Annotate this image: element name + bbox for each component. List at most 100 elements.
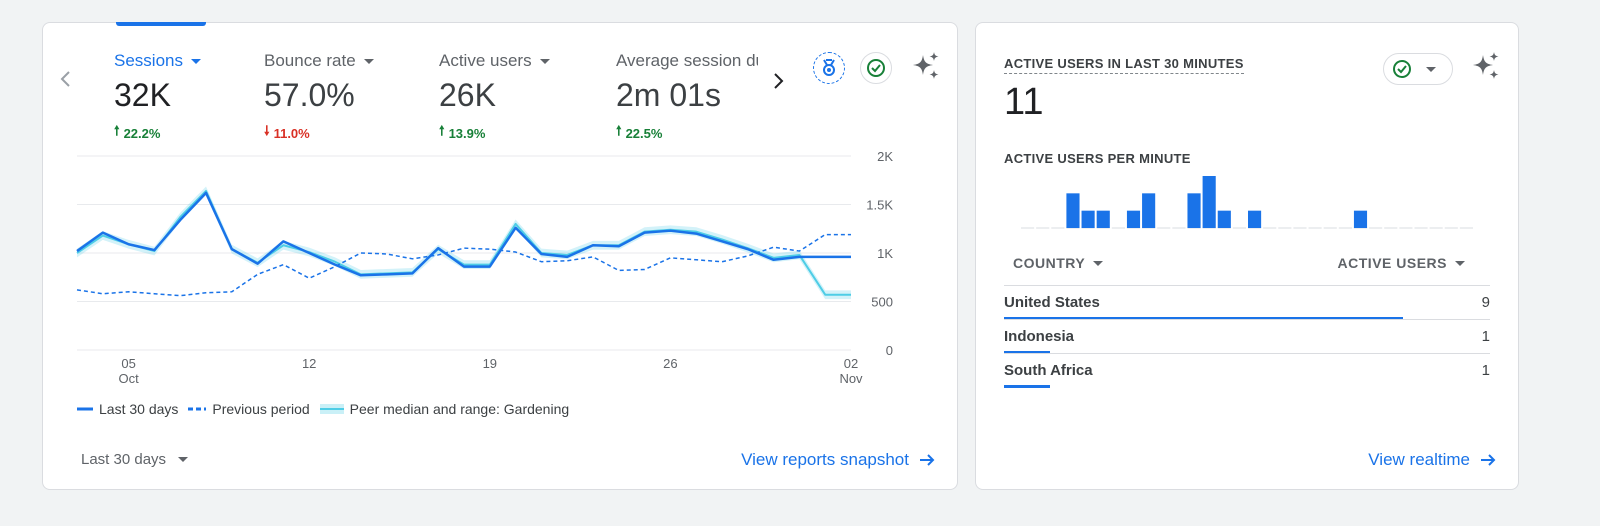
realtime-card: ACTIVE USERS IN LAST 30 MINUTES 11 ACTIV… (975, 22, 1519, 490)
country-name: Indonesia (1004, 328, 1075, 345)
metric-bounce-rate[interactable]: Bounce rate 57.0% 🠗 11.0% (264, 51, 374, 144)
y-tick-label: 1.5K (866, 198, 893, 213)
date-range-dropdown[interactable]: Last 30 days (81, 451, 189, 468)
chart-grid (77, 155, 851, 351)
chevron-right-icon (774, 73, 784, 89)
view-reports-snapshot-link[interactable]: View reports snapshot (741, 450, 935, 470)
ribbon-badge-icon (823, 59, 835, 76)
sparkle-icon[interactable] (1472, 52, 1500, 80)
check-circle-icon (867, 59, 885, 77)
realtime-status-dropdown[interactable] (1383, 53, 1453, 85)
active-users-column-header[interactable]: ACTIVE USERS (1338, 255, 1465, 271)
per-minute-title: ACTIVE USERS PER MINUTE (1004, 151, 1191, 166)
metric-active-users[interactable]: Active users 26K 🠕 13.9% (439, 51, 550, 144)
caret-down-icon (178, 457, 189, 462)
country-share-bar (1004, 351, 1050, 354)
previous-metrics-arrow[interactable] (59, 69, 71, 93)
series-line-dashed (76, 233, 851, 297)
metric-value: 32K (114, 77, 171, 113)
minute-bar[interactable] (1126, 210, 1141, 228)
country-row-indonesia[interactable]: Indonesia 1 (1004, 319, 1490, 354)
status-check-button[interactable] (860, 52, 892, 84)
minute-bar[interactable] (1142, 193, 1156, 228)
metric-change: 🠕 13.9% (439, 122, 550, 144)
country-row-united-states[interactable]: United States 9 (1004, 285, 1490, 320)
metric-value: 57.0% (264, 77, 355, 113)
chevron-left-icon (60, 71, 70, 87)
y-tick-label: 2K (877, 149, 893, 164)
y-axis-ticks: 2K 1.5K 1K 500 0 (866, 149, 893, 358)
date-range-label: Last 30 days (81, 451, 167, 468)
x-tick-label: 12 (302, 356, 316, 371)
chart-legend: Last 30 days Previous period Peer median… (77, 401, 579, 417)
minute-bar[interactable] (1066, 193, 1080, 228)
country-name: United States (1004, 294, 1100, 311)
legend-label: Peer median and range: Gardening (349, 401, 570, 417)
country-count: 1 (1481, 328, 1490, 345)
caret-down-icon (1426, 66, 1436, 72)
metric-average-session-duration[interactable]: Average session duration 2m 01s 🠕22.5% (616, 51, 758, 141)
minute-bar[interactable] (1096, 210, 1110, 228)
x-tick-label: 02 (844, 356, 858, 371)
sparkle-icon[interactable] (912, 52, 940, 80)
x-tick-month: Oct (118, 371, 139, 386)
chart-series-lines (76, 189, 851, 297)
country-count: 1 (1481, 362, 1490, 379)
legend-dashed-swatch (188, 407, 207, 411)
series-line-solid (76, 191, 851, 277)
x-tick-month: Nov (839, 371, 863, 386)
country-share-bar (1004, 385, 1050, 388)
metric-label: Bounce rate (264, 51, 374, 71)
realtime-value: 11 (1004, 81, 1044, 123)
caret-down-icon (1093, 260, 1104, 266)
metric-sessions[interactable]: Sessions 32K 🠕 22.2% (114, 51, 201, 144)
column-header-label: ACTIVE USERS (1337, 255, 1447, 271)
arrow-up-icon: 🠕 (616, 123, 622, 138)
x-tick-label: 05 (121, 356, 135, 371)
minute-bar[interactable] (1081, 210, 1095, 228)
metric-label: Active users (439, 51, 550, 71)
legend-band-swatch (319, 404, 344, 414)
country-column-header[interactable]: COUNTRY (1013, 255, 1104, 271)
country-row-south-africa[interactable]: South Africa 1 (1004, 353, 1490, 388)
y-tick-label: 500 (871, 295, 893, 310)
legend-label: Last 30 days (99, 401, 179, 417)
x-tick-label: 19 (483, 356, 497, 371)
arrow-right-icon (1481, 454, 1496, 466)
x-tick-label: 26 (663, 356, 677, 371)
per-minute-bar-chart (1021, 176, 1473, 229)
next-metrics-arrow[interactable] (773, 71, 785, 95)
y-tick-label: 1K (877, 246, 893, 261)
caret-down-icon (363, 58, 374, 64)
minute-bar[interactable] (1248, 210, 1262, 228)
minute-bar[interactable] (1217, 210, 1231, 228)
y-tick-label: 0 (886, 343, 893, 358)
country-share-bar (1004, 317, 1403, 320)
caret-down-icon (539, 58, 550, 64)
minute-bar[interactable] (1353, 210, 1368, 228)
metric-change: 🠕 22.5% (616, 122, 758, 141)
minute-bar[interactable] (1202, 176, 1216, 228)
realtime-title[interactable]: ACTIVE USERS IN LAST 30 MINUTES (1004, 56, 1244, 74)
legend-item-current: Last 30 days (77, 401, 178, 417)
metric-label: Sessions (114, 51, 201, 71)
metric-value: 26K (439, 77, 496, 113)
insights-badge-button[interactable] (813, 52, 845, 84)
legend-item-previous: Previous period (188, 401, 310, 417)
legend-solid-swatch (77, 407, 93, 411)
legend-label: Previous period (212, 401, 310, 417)
column-header-label: COUNTRY (1013, 255, 1086, 271)
check-circle-icon (1393, 60, 1411, 78)
arrow-right-icon (920, 454, 935, 466)
country-count: 9 (1481, 294, 1490, 311)
arrow-down-icon: 🠗 (264, 123, 270, 138)
minute-bar[interactable] (1187, 193, 1201, 228)
caret-down-icon (190, 58, 201, 64)
link-label: View realtime (1368, 450, 1470, 469)
view-realtime-link[interactable]: View realtime (1368, 450, 1496, 470)
metric-change: 🠗 11.0% (264, 122, 374, 144)
caret-down-icon (1455, 260, 1465, 266)
overview-card: Sessions 32K 🠕 22.2% Bounce rate 57.0% 🠗 1… (42, 22, 958, 490)
